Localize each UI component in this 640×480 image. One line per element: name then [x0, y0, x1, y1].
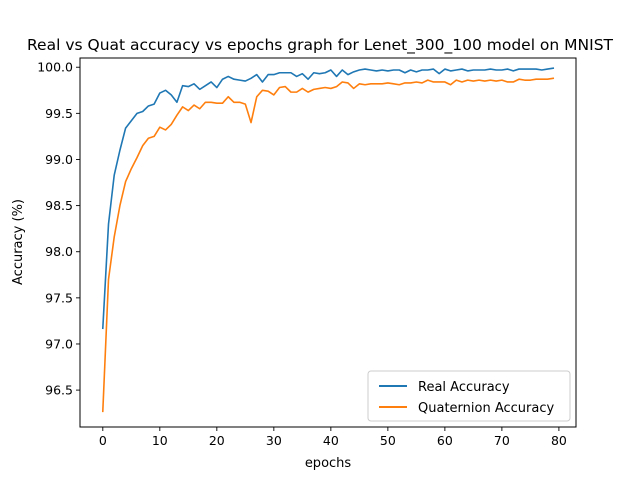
series-line-quaternion-accuracy	[101, 77, 555, 413]
x-tick-label: 10	[152, 433, 168, 448]
x-tick-label: 30	[266, 433, 282, 448]
chart-title: Real vs Quat accuracy vs epochs graph fo…	[27, 36, 614, 55]
series-layer	[101, 67, 555, 413]
y-tick-label: 97.0	[45, 336, 73, 351]
legend-box	[367, 370, 571, 422]
y-tick-label: 96.5	[45, 383, 73, 398]
y-axis-ticks: 96.5 97.0 97.5 98.0 98.5 99.0 99.5 100.0	[37, 60, 80, 398]
x-tick-label: 0	[99, 433, 107, 448]
x-axis-ticks: 0 10 20 30 40 50 60 70 80	[99, 427, 567, 448]
y-axis-label: Accuracy (%)	[11, 199, 26, 285]
x-tick-label: 80	[551, 433, 567, 448]
x-tick-label: 70	[494, 433, 510, 448]
series-line-real-accuracy	[101, 67, 555, 330]
x-tick-label: 20	[209, 433, 225, 448]
x-axis-label: epochs	[305, 456, 352, 471]
legend-label-real-accuracy: Real Accuracy	[418, 380, 510, 395]
y-tick-label: 98.5	[45, 198, 73, 213]
y-tick-label: 99.5	[45, 106, 73, 121]
y-tick-label: 100.0	[37, 60, 73, 75]
x-tick-label: 50	[380, 433, 396, 448]
x-tick-label: 40	[323, 433, 339, 448]
x-tick-label: 60	[437, 433, 453, 448]
y-tick-label: 99.0	[45, 152, 73, 167]
plot-area-frame	[79, 57, 577, 428]
y-tick-label: 98.0	[45, 244, 73, 259]
y-tick-label: 97.5	[45, 290, 73, 305]
legend-label-quaternion-accuracy: Quaternion Accuracy	[418, 401, 554, 416]
legend: Real Accuracy Quaternion Accuracy	[367, 370, 571, 422]
